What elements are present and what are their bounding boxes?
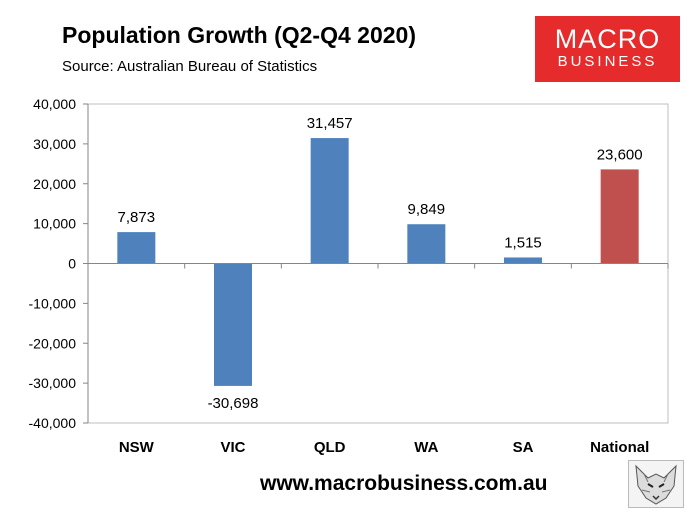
y-tick-label: -20,000 [29, 335, 77, 351]
y-tick-label: 30,000 [33, 136, 76, 152]
data-label: 7,873 [118, 209, 156, 226]
y-tick-label: 10,000 [33, 216, 76, 232]
y-tick-label: 40,000 [33, 96, 76, 112]
x-category-label: National [590, 439, 649, 456]
logo-line-2: BUSINESS [557, 53, 658, 70]
x-category-label: QLD [314, 439, 346, 456]
x-category-label: NSW [119, 439, 155, 456]
data-label: 31,457 [307, 115, 353, 132]
data-label: 9,849 [408, 201, 446, 218]
bar-qld [310, 138, 349, 264]
x-category-label: VIC [220, 439, 245, 456]
macro-business-logo: MACRO BUSINESS [535, 16, 680, 82]
fox-logo-icon [628, 460, 684, 508]
chart-subtitle: Source: Australian Bureau of Statistics [62, 58, 318, 75]
y-tick-label: 0 [68, 256, 76, 272]
x-category-label: WA [414, 439, 438, 456]
y-tick-label: 20,000 [33, 176, 76, 192]
bar-national [600, 169, 639, 264]
y-tick-label: -10,000 [29, 295, 77, 311]
chart-title: Population Growth (Q2-Q4 2020) [62, 22, 416, 48]
bar-vic [214, 263, 252, 386]
data-label: 1,515 [504, 234, 542, 251]
bar-nsw [117, 232, 156, 264]
bar-sa [504, 257, 542, 264]
x-category-label: SA [513, 439, 534, 456]
y-tick-label: -40,000 [29, 415, 77, 431]
website-url: www.macrobusiness.com.au [260, 472, 548, 495]
logo-line-1: MACRO [554, 24, 661, 54]
data-label: 23,600 [597, 146, 643, 163]
data-label: -30,698 [208, 395, 259, 412]
bar-wa [407, 224, 446, 264]
y-tick-label: -30,000 [29, 375, 77, 391]
